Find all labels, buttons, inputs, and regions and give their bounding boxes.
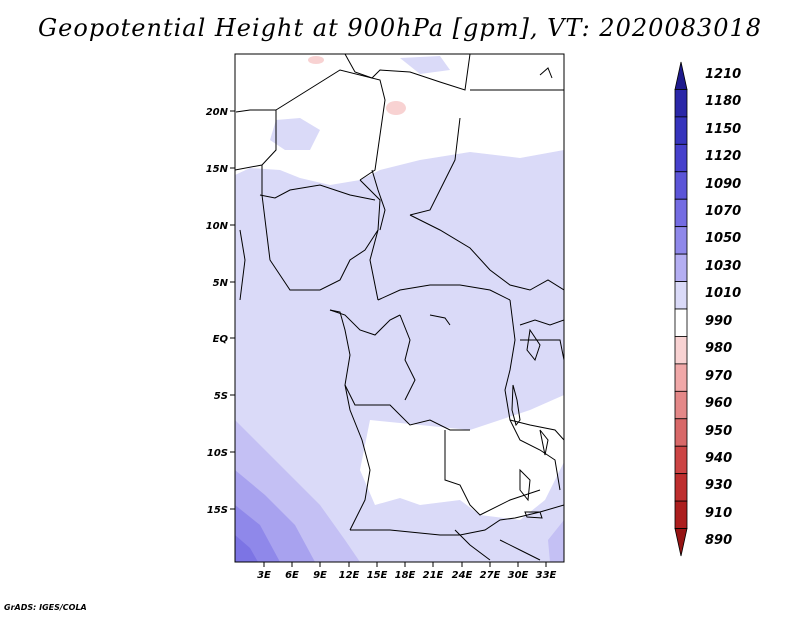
colorbar-label: 1150 <box>705 121 742 137</box>
colorbar-swatch <box>674 500 688 529</box>
height-field <box>235 54 564 562</box>
lon-label: 30E <box>508 570 529 581</box>
colorbar-swatch <box>674 281 688 310</box>
colorbar-arrow-top <box>674 61 688 90</box>
lat-label: EQ <box>213 334 229 345</box>
lat-label: 5S <box>214 391 228 402</box>
colorbar-swatch <box>674 390 688 420</box>
lon-label: 6E <box>285 570 299 581</box>
lon-label: 15E <box>367 570 388 581</box>
map-frame <box>234 53 565 563</box>
colorbar-label: 910 <box>705 505 733 521</box>
lon-label: 9E <box>313 570 327 581</box>
low-pocket <box>386 101 406 115</box>
lon-label: 3E <box>257 570 271 581</box>
lon-label: 18E <box>395 570 416 581</box>
lon-label: 12E <box>339 570 360 581</box>
colorbar-swatch <box>674 198 688 228</box>
colorbar-label: 950 <box>705 423 733 439</box>
colorbar <box>674 61 688 557</box>
colorbar-label: 960 <box>705 396 733 412</box>
colorbar-swatch <box>674 336 688 365</box>
colorbar-arrow-bottom <box>674 528 688 557</box>
colorbar-label: 1030 <box>705 258 742 274</box>
colorbar-swatch <box>674 418 688 447</box>
colorbar-swatch <box>674 308 688 337</box>
colorbar-label: 940 <box>705 450 733 466</box>
lat-label: 15S <box>207 505 228 516</box>
colorbar-label: 1120 <box>705 149 742 165</box>
colorbar-label: 1090 <box>705 176 742 192</box>
low-pocket <box>308 56 324 64</box>
country-borders <box>235 54 564 561</box>
colorbar-swatch <box>674 226 688 255</box>
lon-axis <box>263 562 547 567</box>
credit-text: GrADS: IGES/COLA <box>4 603 87 612</box>
colorbar-swatch <box>674 171 688 200</box>
colorbar-label: 990 <box>705 313 733 329</box>
lon-label: 24E <box>452 570 473 581</box>
colorbar-swatch <box>674 473 688 502</box>
colorbar-label: 930 <box>705 478 733 494</box>
colorbar-label: 1070 <box>705 203 742 219</box>
map-title: Geopotential Height at 900hPa [gpm], VT:… <box>38 14 762 42</box>
lat-label: 20N <box>206 107 229 118</box>
lat-axis <box>230 110 235 510</box>
colorbar-swatch <box>674 143 688 173</box>
colorbar-swatch <box>674 116 688 145</box>
colorbar-label: 890 <box>705 533 733 549</box>
colorbar-label: 1050 <box>705 231 742 247</box>
colorbar-label: 970 <box>705 368 733 384</box>
colorbar-label: 1180 <box>705 94 742 110</box>
lat-label: 5N <box>213 278 229 289</box>
lat-label: 10N <box>206 221 229 232</box>
lon-label: 33E <box>536 570 557 581</box>
lat-label: 10S <box>207 448 228 459</box>
colorbar-swatch <box>674 445 688 475</box>
lat-label: 15N <box>206 164 229 175</box>
colorbar-swatch <box>674 363 688 392</box>
colorbar-label: 1210 <box>705 66 742 82</box>
colorbar-swatch <box>674 89 688 118</box>
lon-label: 27E <box>480 570 501 581</box>
low-height-north <box>235 54 564 185</box>
colorbar-label: 1010 <box>705 286 742 302</box>
lon-label: 21E <box>423 570 444 581</box>
colorbar-label: 980 <box>705 341 733 357</box>
colorbar-swatch <box>674 253 688 282</box>
